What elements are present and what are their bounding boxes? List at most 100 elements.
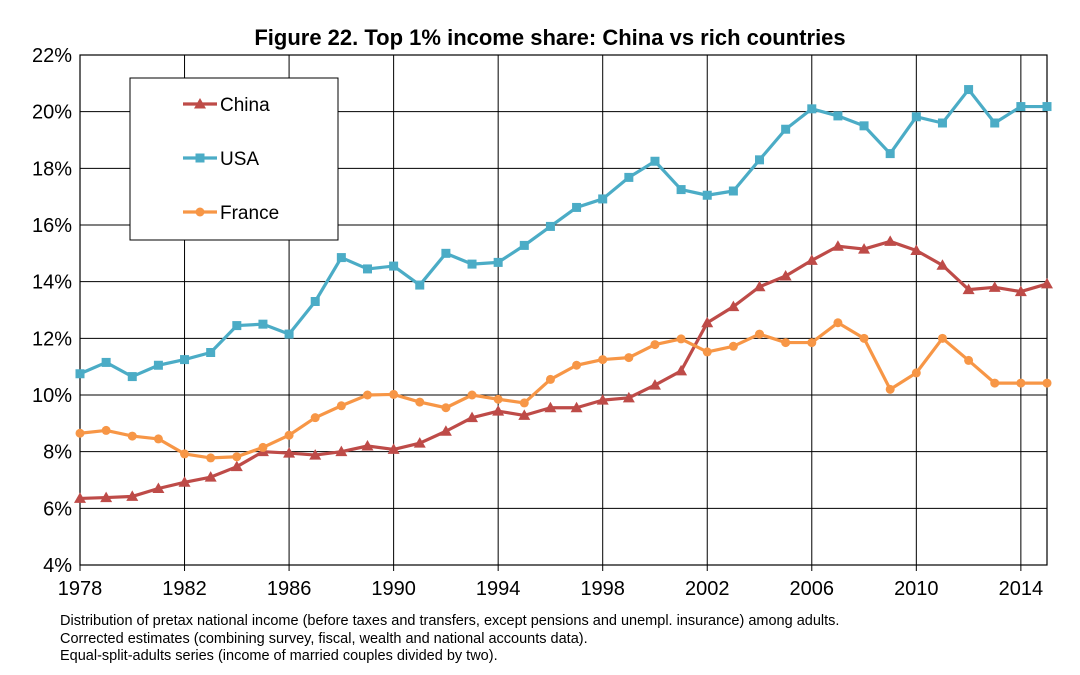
y-axis-tick-labels: 4% 6% 8% 10% 12% 14% 16% 18% 20% 22% (32, 45, 72, 577)
usa-point (598, 194, 608, 204)
x-tick-label: 1986 (267, 578, 312, 600)
usa-point (415, 280, 425, 290)
france-point (911, 368, 921, 378)
usa-point (441, 248, 451, 258)
china-point (570, 401, 583, 413)
usa-point (101, 357, 111, 367)
china-point (361, 440, 374, 451)
france-point (441, 403, 451, 413)
y-tick-label: 22% (32, 45, 72, 67)
series-usa (75, 85, 1052, 382)
usa-point (937, 118, 947, 128)
usa-point (676, 185, 686, 195)
france-line (79, 321, 1047, 460)
china-point (675, 364, 688, 376)
china-point (831, 240, 844, 251)
y-tick-label: 18% (32, 158, 72, 180)
x-tick-label: 2010 (894, 578, 939, 600)
france-point (206, 453, 216, 463)
china-point (858, 243, 871, 254)
footnote-line: Distribution of pretax national income (… (60, 613, 840, 629)
france-point (493, 394, 503, 404)
france-point (519, 398, 529, 408)
france-point (676, 334, 686, 344)
china-point (884, 235, 897, 246)
usa-point (336, 253, 346, 263)
france-point (232, 452, 242, 462)
usa-point (702, 190, 712, 200)
legend-items: China USA France (183, 95, 279, 224)
legend-swatch-marker (195, 153, 205, 163)
footnote-line: Corrected estimates (combining survey, f… (60, 630, 588, 647)
plot-frame (79, 54, 1048, 566)
china-point (492, 405, 505, 416)
usa-point (572, 202, 582, 212)
usa-point (990, 118, 1000, 128)
usa-point (389, 261, 399, 271)
france-point (937, 333, 947, 343)
usa-point (807, 104, 817, 114)
france-point (833, 318, 843, 328)
china-point (988, 281, 1001, 292)
series-layer (74, 85, 1053, 503)
y-tick-label: 8% (43, 442, 72, 464)
y-tick-label: 20% (32, 102, 72, 124)
usa-point (833, 111, 843, 121)
legend-swatch-marker (194, 98, 206, 109)
series-france (75, 318, 1052, 463)
usa-point (310, 297, 320, 306)
usa-point (362, 264, 372, 274)
x-tick-label: 1990 (371, 578, 416, 600)
legend-swatch-marker (195, 207, 205, 217)
usa-point (284, 329, 294, 339)
france-point (467, 390, 477, 400)
usa-point (75, 369, 85, 379)
china-point (74, 492, 86, 503)
france-point (101, 425, 111, 435)
usa-point (519, 240, 529, 250)
x-tick-label: 1982 (162, 578, 207, 600)
usa-point (728, 186, 738, 196)
legend-item-usa: USA (183, 149, 259, 170)
france-point (284, 430, 294, 440)
china-point (596, 394, 609, 405)
china-point (413, 437, 426, 448)
legend-label: China (220, 95, 270, 116)
x-axis-tick-labels: 1978 1982 1986 1990 1994 1998 2002 2006 2010 2014 (58, 578, 1043, 600)
france-point (990, 378, 1000, 388)
china-point (544, 401, 557, 413)
footnote-line: Equal-split-adults series (income of mar… (60, 648, 498, 664)
china-point (439, 425, 452, 436)
china-point (962, 283, 975, 295)
china-point (1041, 277, 1053, 289)
china-point (309, 449, 322, 460)
legend-item-france: France (183, 203, 279, 224)
y-tick-label: 4% (43, 555, 72, 577)
france-point (389, 389, 399, 399)
france-point (75, 428, 85, 438)
usa-point (1016, 102, 1026, 112)
france-point (807, 338, 817, 348)
y-tick-label: 6% (43, 498, 72, 520)
france-point (650, 340, 660, 350)
france-point (310, 413, 320, 423)
usa-point (885, 149, 895, 159)
china-point (152, 482, 165, 493)
france-point (180, 449, 190, 459)
usa-point (650, 156, 660, 166)
china-point (335, 445, 348, 457)
usa-point (153, 360, 163, 370)
china-point (230, 460, 243, 472)
france-point (572, 360, 582, 370)
usa-point (755, 155, 765, 165)
china-point (805, 254, 818, 265)
usa-point (859, 121, 869, 131)
france-point (624, 353, 634, 363)
china-point (518, 409, 531, 420)
france-point (781, 338, 791, 348)
france-point (859, 333, 869, 343)
legend-item-china: China (183, 95, 270, 116)
x-tick-label: 2014 (999, 578, 1044, 600)
france-point (362, 390, 372, 400)
x-tick-label: 2006 (790, 578, 835, 600)
